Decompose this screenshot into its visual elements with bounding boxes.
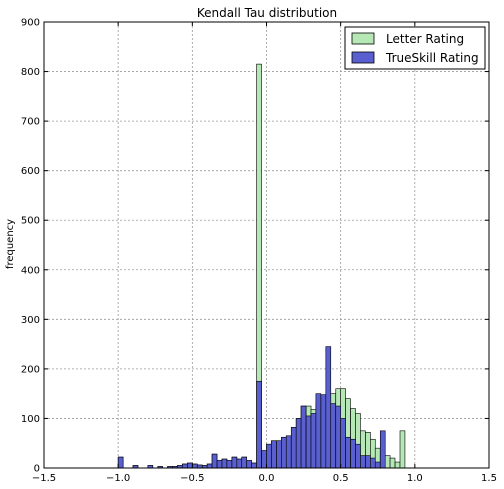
bar-trueskill-rating [355, 443, 361, 469]
bar-trueskill-rating [117, 456, 124, 469]
bar-letter-rating [389, 457, 396, 469]
y-tick-label: 800 [21, 67, 40, 78]
y-tick-label: 500 [21, 216, 40, 227]
bar-trueskill-rating [335, 405, 342, 469]
legend-swatch-letter [351, 32, 375, 45]
legend: Letter Rating TrueSkill Rating [344, 26, 486, 70]
bar-trueskill-rating [231, 456, 238, 469]
bar-trueskill-rating [305, 415, 312, 469]
bar-trueskill-rating [192, 463, 198, 469]
x-tick-label: 0.5 [333, 473, 349, 484]
bar-trueskill-rating [330, 403, 336, 469]
bar-trueskill-rating [365, 455, 371, 469]
bar-trueskill-rating [221, 458, 228, 469]
bar-trueskill-rating [236, 458, 243, 469]
y-tick-label: 100 [21, 414, 40, 425]
bar-trueskill-rating [360, 455, 366, 469]
legend-label-trueskill: TrueSkill Rating [385, 51, 479, 65]
bar-trueskill-rating [300, 405, 307, 469]
y-tick-label: 600 [21, 166, 40, 177]
bar-trueskill-rating [295, 418, 302, 469]
bar-trueskill-rating [241, 456, 247, 469]
y-axis-label: frequency [5, 219, 16, 269]
x-tick-label: −0.5 [180, 473, 204, 484]
bar-trueskill-rating [182, 463, 188, 469]
y-tick-label: 900 [21, 18, 40, 29]
bar-trueskill-rating [206, 463, 213, 469]
bar-trueskill-rating [374, 461, 381, 469]
y-tick-label: 300 [21, 315, 40, 326]
y-tick-label: 0 [34, 464, 40, 475]
bar-trueskill-rating [187, 462, 193, 469]
bar-trueskill-rating [276, 440, 282, 469]
x-tick-label: 1.5 [481, 473, 497, 484]
bar-trueskill-rating [350, 438, 356, 469]
plot-frame [43, 21, 490, 469]
legend-swatch-trueskill [351, 51, 375, 64]
bar-trueskill-rating [370, 457, 376, 469]
bars [117, 63, 406, 469]
bar-letter-rating [394, 461, 401, 469]
bar-trueskill-rating [320, 394, 327, 469]
bar-trueskill-rating [246, 460, 253, 469]
bar-trueskill-rating [256, 380, 262, 469]
bar-letter-rating [384, 455, 391, 469]
bar-trueskill-rating [216, 460, 223, 469]
bar-trueskill-rating [271, 440, 277, 469]
chart-title: Kendall Tau distribution [197, 6, 337, 20]
bar-trueskill-rating [315, 393, 322, 469]
bar-trueskill-rating [345, 436, 351, 469]
x-tick-label: 0.0 [259, 473, 275, 484]
legend-label-letter: Letter Rating [386, 32, 464, 46]
bar-trueskill-rating [340, 418, 346, 469]
bar-trueskill-rating [281, 436, 287, 469]
y-tick-label: 400 [21, 265, 40, 276]
bar-trueskill-rating [251, 462, 257, 469]
bar-trueskill-rating [226, 460, 233, 469]
bar-trueskill-rating [290, 427, 297, 469]
y-tick-label: 200 [21, 364, 40, 375]
bar-trueskill-rating [261, 450, 267, 469]
x-tick-label: −1.0 [106, 473, 130, 484]
bar-trueskill-rating [285, 435, 292, 469]
bar-trueskill-rating [266, 443, 272, 469]
bar-letter-rating [399, 430, 406, 469]
x-tick-label: 1.0 [407, 473, 423, 484]
y-tick-label: 700 [21, 117, 40, 128]
axis-ticks: −1.5 −1.0 −0.5 0.0 0.5 1.0 1.5 0 100 200 300 400 500… [21, 18, 497, 485]
bar-trueskill-rating [211, 453, 218, 469]
bar-trueskill-rating [379, 430, 386, 469]
x-tick-label: −1.5 [32, 473, 56, 484]
grid-lines [44, 22, 489, 468]
bar-trueskill-rating [310, 413, 317, 469]
bar-trueskill-rating [325, 346, 332, 469]
